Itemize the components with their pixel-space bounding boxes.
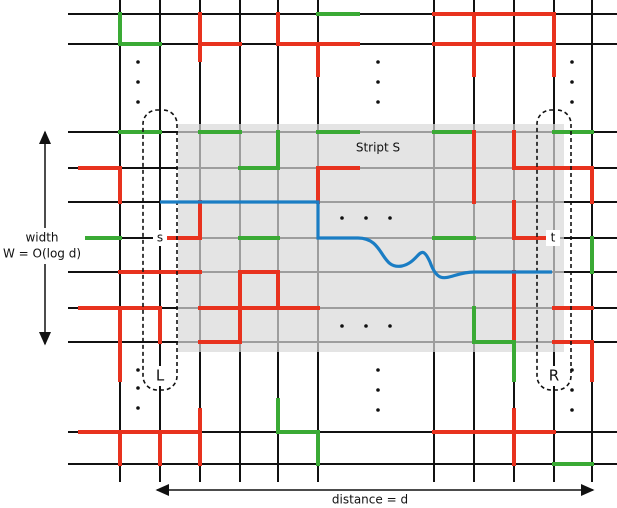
dot <box>136 60 140 64</box>
dot <box>570 388 574 392</box>
dot <box>388 216 392 220</box>
right-region <box>536 109 572 391</box>
left-label-bg <box>151 366 169 386</box>
dot <box>136 80 140 84</box>
dot <box>340 324 344 328</box>
dot <box>136 100 140 104</box>
distance-label: distance = d <box>332 493 408 507</box>
path <box>160 200 552 280</box>
strip-label: Stript S <box>356 141 400 155</box>
right-label-bg <box>545 366 563 386</box>
strip <box>178 124 564 352</box>
dot <box>340 216 344 220</box>
dot <box>136 406 140 410</box>
left-region <box>142 109 178 391</box>
dot <box>376 408 380 412</box>
source-bg <box>153 230 167 246</box>
dot <box>376 80 380 84</box>
edge-segments <box>78 12 594 466</box>
dot <box>364 216 368 220</box>
dot <box>376 388 380 392</box>
dot <box>376 60 380 64</box>
dot <box>376 368 380 372</box>
dot <box>376 100 380 104</box>
source-label: s <box>157 231 163 245</box>
dot <box>570 60 574 64</box>
width-label-bg <box>5 228 85 264</box>
dot <box>136 368 140 372</box>
dot <box>570 100 574 104</box>
left-label: L <box>156 367 165 385</box>
dot <box>388 324 392 328</box>
dot <box>136 386 140 390</box>
dot <box>570 408 574 412</box>
width-formula: W = O(log d) <box>3 247 81 261</box>
dot <box>570 80 574 84</box>
dot <box>364 324 368 328</box>
width-label: width <box>25 231 58 245</box>
target-bg <box>546 230 560 246</box>
target-label: t <box>551 231 556 245</box>
right-label: R <box>549 367 559 385</box>
